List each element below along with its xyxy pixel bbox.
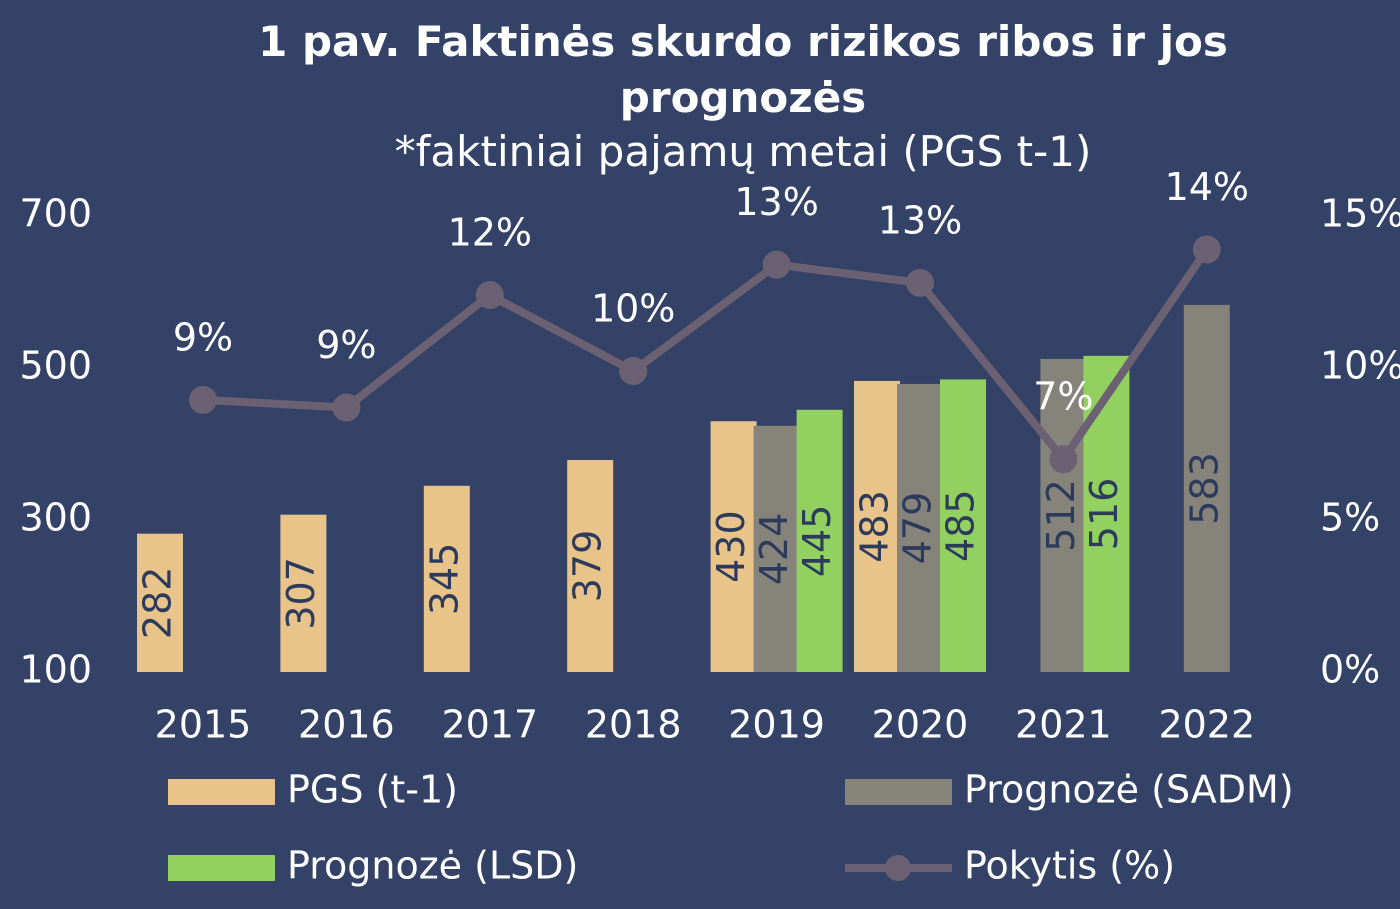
y-tick-label: 700: [19, 192, 92, 236]
y-tick-label: 100: [19, 648, 92, 692]
x-tick-label: 2021: [1015, 703, 1112, 747]
y2-tick-label: 5%: [1320, 496, 1380, 540]
bar-value-label: 512: [1039, 479, 1083, 552]
y-tick-label: 500: [19, 344, 92, 388]
bar: [710, 421, 757, 672]
chart-subtitle: *faktiniai pajamų metai (PGS t-1): [394, 127, 1092, 176]
line-value-label: 13%: [734, 180, 818, 224]
bar-value-label: 483: [853, 490, 897, 563]
line-value-label: 10%: [591, 287, 675, 331]
x-tick-label: 2019: [728, 703, 825, 747]
bar: [753, 425, 800, 672]
line-marker: [906, 268, 934, 297]
bar-value-label: 379: [566, 530, 610, 603]
line-marker: [189, 385, 217, 414]
bar-value-label: 430: [709, 510, 753, 583]
x-tick-label: 2016: [298, 703, 395, 747]
bar-value-label: 516: [1082, 478, 1126, 551]
line-value-label: 12%: [448, 211, 532, 255]
y2-tick-label: 10%: [1320, 344, 1400, 388]
line-value-label: 14%: [1165, 165, 1249, 209]
line-marker: [1192, 235, 1221, 264]
legend-marker: [885, 855, 911, 881]
line: [202, 247, 1211, 466]
y2-tick-label: 15%: [1320, 192, 1400, 236]
bar: [854, 380, 900, 672]
line-value-label: 13%: [878, 198, 962, 242]
line-value-label: 9%: [173, 315, 233, 359]
legend-label: PGS (t-1): [287, 768, 458, 812]
legend-swatch: [168, 779, 275, 805]
bar: [423, 485, 470, 672]
bar-value-label: 583: [1182, 452, 1226, 525]
bar-value-label: 307: [279, 557, 323, 630]
bar: [897, 383, 943, 672]
bar-value-label: 485: [939, 489, 983, 562]
x-tick-label: 2022: [1158, 703, 1255, 747]
line-marker: [1049, 445, 1078, 474]
line-marker: [619, 357, 648, 386]
bar-value-label: 445: [795, 505, 839, 578]
x-tick-label: 2020: [872, 703, 969, 747]
legend-label: Prognozė (LSD): [287, 844, 578, 888]
bar: [137, 533, 183, 672]
legend-swatch: [845, 779, 952, 805]
line-marker: [475, 281, 504, 310]
x-tick-label: 2015: [155, 703, 252, 747]
legend-swatch: [168, 855, 275, 881]
bar-value-label: 424: [752, 513, 796, 586]
x-tick-label: 2018: [585, 703, 682, 747]
legend-label: Prognozė (SADM): [964, 768, 1294, 812]
line-value-label: 9%: [316, 323, 376, 367]
bar: [1183, 304, 1230, 672]
x-tick-label: 2017: [441, 703, 538, 747]
bar-value-label: 282: [136, 567, 180, 640]
chart-title: 1 pav. Faktinės skurdo rizikos ribos ir …: [258, 17, 1228, 122]
bar: [1040, 358, 1087, 672]
line-marker: [332, 393, 361, 422]
line-value-label: 7%: [1033, 375, 1093, 419]
bar: [940, 379, 986, 672]
bar: [1083, 355, 1130, 672]
bar-value-label: 479: [896, 492, 940, 565]
y-tick-label: 300: [19, 496, 92, 540]
bar: [796, 409, 843, 672]
bar-value-label: 345: [422, 543, 466, 616]
bar: [280, 514, 327, 672]
y2-tick-label: 0%: [1320, 648, 1380, 692]
line-marker: [762, 250, 791, 279]
legend-label: Pokytis (%): [964, 844, 1175, 888]
bar: [567, 459, 614, 672]
